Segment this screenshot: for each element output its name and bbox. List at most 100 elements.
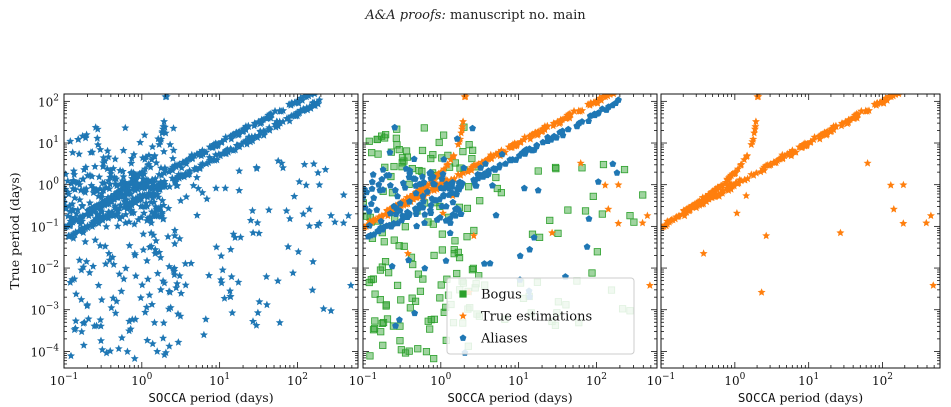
data-point: [104, 152, 113, 161]
bogus-point: [365, 137, 373, 145]
data-point: [66, 137, 75, 145]
data-point: [95, 172, 104, 181]
data-point: [220, 135, 229, 144]
alias-point: [368, 185, 376, 192]
bogus-point: [400, 242, 408, 250]
bogus-point: [440, 308, 448, 316]
data-point: [327, 211, 335, 219]
data-point: [119, 146, 128, 154]
data-point: [294, 99, 303, 107]
alias-point: [427, 168, 435, 176]
data-point: [91, 214, 100, 222]
true-point: [886, 181, 895, 189]
data-point: [205, 142, 214, 151]
bogus-point: [589, 192, 597, 200]
data-point: [128, 174, 136, 182]
alias-point: [502, 160, 509, 167]
data-point: [138, 174, 147, 183]
alias-point: [378, 175, 386, 183]
data-point: [70, 193, 79, 202]
data-point: [165, 167, 173, 176]
data-point: [309, 159, 318, 168]
bogus-point: [414, 345, 422, 353]
bogus-point: [390, 162, 398, 171]
data-point: [70, 177, 78, 185]
y-tick-label: 10−3: [30, 302, 59, 318]
data-point: [91, 235, 100, 244]
manuscript-id: manuscript no. main: [450, 8, 586, 23]
data-point: [70, 170, 79, 178]
data-point: [150, 212, 159, 220]
data-point: [154, 204, 163, 212]
data-point: [246, 216, 255, 224]
data-point: [64, 170, 70, 178]
data-point: [98, 216, 107, 224]
data-point: [146, 163, 155, 171]
data-point: [75, 149, 84, 158]
data-point: [134, 215, 143, 224]
data-point: [165, 182, 174, 191]
alias-point: [603, 106, 610, 113]
alias-point: [609, 101, 616, 109]
alias-point: [412, 189, 420, 197]
data-point: [136, 191, 144, 199]
data-point: [147, 155, 156, 164]
bogus-point: [450, 250, 458, 258]
alias-point: [376, 186, 384, 194]
true-point: [610, 86, 618, 94]
true-point: [760, 163, 769, 171]
bogus-point: [450, 246, 458, 254]
y-axis-label: True period (days): [7, 172, 22, 289]
bogus-point: [620, 165, 629, 174]
bogus-point: [366, 352, 374, 360]
data-point: [109, 164, 118, 172]
alias-point: [391, 123, 399, 131]
data-point: [97, 193, 106, 201]
data-point: [174, 170, 183, 178]
alias-point: [585, 117, 592, 124]
bogus-point: [405, 347, 413, 355]
data-point: [339, 190, 348, 199]
data-point: [233, 141, 242, 150]
bogus-point: [419, 275, 427, 283]
data-point: [106, 169, 115, 178]
data-point: [159, 318, 168, 327]
bogus-point: [598, 210, 606, 218]
data-point: [118, 176, 127, 185]
data-point: [157, 171, 166, 179]
data-point: [68, 217, 77, 226]
data-point: [198, 188, 207, 197]
data-point: [256, 119, 265, 127]
data-point: [159, 276, 168, 285]
data-point: [142, 199, 151, 207]
data-point: [98, 178, 107, 187]
true-point: [861, 106, 870, 115]
data-point: [177, 163, 186, 172]
true-point: [815, 134, 824, 143]
data-point: [107, 303, 116, 312]
bogus-point: [463, 204, 472, 212]
alias-point: [530, 234, 538, 241]
data-point: [248, 206, 257, 215]
data-point: [275, 318, 284, 327]
x-tick-label: 10−1: [50, 372, 79, 388]
alias-point: [419, 173, 426, 180]
data-point: [273, 276, 282, 285]
bogus-point: [385, 269, 393, 277]
data-point: [71, 185, 80, 193]
data-point: [111, 154, 120, 163]
bogus-point: [376, 296, 384, 304]
true-point: [728, 169, 737, 178]
data-point: [235, 166, 244, 175]
data-point: [71, 316, 80, 325]
data-point: [96, 241, 105, 250]
data-point: [274, 156, 283, 165]
data-point: [192, 173, 201, 181]
true-point: [597, 96, 606, 104]
data-point: [161, 128, 170, 137]
data-point: [115, 269, 124, 278]
data-point: [170, 270, 179, 279]
data-point: [181, 280, 190, 289]
data-point: [346, 281, 355, 289]
data-point: [75, 216, 84, 225]
